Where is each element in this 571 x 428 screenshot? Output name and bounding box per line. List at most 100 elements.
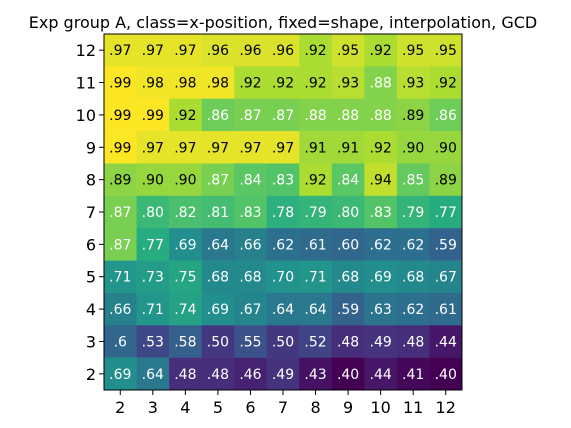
heatmap-cell bbox=[169, 325, 202, 358]
heatmap-cell bbox=[234, 34, 268, 67]
cell-value-label: .95 bbox=[435, 43, 457, 59]
heatmap-cell bbox=[104, 163, 137, 197]
heatmap-cell bbox=[266, 260, 300, 294]
heatmap-cell bbox=[266, 357, 300, 391]
cell-value-label: .71 bbox=[142, 302, 164, 318]
cell-value-label: .66 bbox=[239, 237, 261, 253]
heatmap-cell bbox=[396, 66, 430, 100]
cell-value-label: .89 bbox=[402, 108, 424, 124]
heatmap-cell bbox=[299, 195, 333, 229]
y-tick-label: 5 bbox=[86, 268, 96, 287]
y-tick-label: 7 bbox=[86, 203, 96, 222]
y-tick-label: 9 bbox=[86, 138, 96, 157]
cell-value-label: .41 bbox=[402, 367, 424, 383]
heatmap-cell bbox=[201, 357, 235, 391]
cell-value-label: .75 bbox=[174, 270, 196, 286]
cell-value-label: .61 bbox=[435, 302, 457, 318]
cell-value-label: .83 bbox=[272, 173, 294, 189]
heatmap-cell bbox=[136, 98, 170, 132]
cell-value-label: .96 bbox=[239, 43, 261, 59]
heatmap-cell bbox=[201, 195, 235, 229]
cell-value-label: .96 bbox=[207, 43, 229, 59]
y-tick-label: 2 bbox=[86, 365, 96, 384]
x-tick-label: 3 bbox=[148, 398, 158, 417]
cell-value-label: .69 bbox=[174, 237, 196, 253]
heatmap-cell bbox=[136, 260, 170, 294]
heatmap-cell bbox=[364, 325, 398, 358]
heatmap-cell bbox=[234, 325, 268, 358]
heatmap-cell bbox=[429, 357, 463, 391]
cell-value-label: .44 bbox=[435, 334, 457, 350]
cell-value-label: .59 bbox=[337, 302, 359, 318]
cell-value-label: .60 bbox=[337, 237, 359, 253]
heatmap-cell bbox=[396, 195, 430, 229]
cell-value-label: .88 bbox=[370, 108, 392, 124]
cell-value-label: .64 bbox=[207, 237, 229, 253]
heatmap-cell bbox=[104, 325, 137, 358]
cell-value-label: .52 bbox=[304, 334, 326, 350]
cell-value-label: .70 bbox=[272, 270, 294, 286]
heatmap-cell bbox=[396, 131, 430, 164]
heatmap-cell bbox=[396, 325, 430, 358]
heatmap-cell bbox=[299, 292, 333, 326]
cell-value-label: .50 bbox=[207, 334, 229, 350]
heatmap-cell bbox=[299, 163, 333, 197]
cell-value-label: .46 bbox=[239, 367, 261, 383]
heatmap-cell bbox=[364, 260, 398, 294]
heatmap-cells bbox=[104, 34, 463, 391]
heatmap-cell bbox=[234, 163, 268, 197]
cell-value-label: .85 bbox=[402, 173, 424, 189]
heatmap-cell bbox=[136, 195, 170, 229]
heatmap-cell bbox=[364, 66, 398, 100]
heatmap-cell bbox=[136, 325, 170, 358]
heatmap-cell bbox=[136, 131, 170, 164]
heatmap-cell bbox=[234, 357, 268, 391]
cell-value-label: .97 bbox=[142, 43, 164, 59]
cell-value-label: .62 bbox=[370, 237, 392, 253]
heatmap-cell bbox=[201, 260, 235, 294]
cell-value-label: .92 bbox=[304, 173, 326, 189]
cell-value-label: .87 bbox=[239, 108, 261, 124]
cell-value-label: .90 bbox=[435, 140, 457, 156]
cell-value-label: .55 bbox=[239, 334, 261, 350]
x-tick-label: 8 bbox=[310, 398, 320, 417]
cell-value-label: .88 bbox=[370, 76, 392, 92]
cell-value-label: .92 bbox=[370, 43, 392, 59]
cell-value-label: .99 bbox=[109, 76, 131, 92]
heatmap-cell bbox=[104, 34, 137, 67]
heatmap-cell bbox=[429, 98, 463, 132]
cell-value-label: .69 bbox=[207, 302, 229, 318]
heatmap-cell bbox=[331, 163, 365, 197]
cell-value-label: .81 bbox=[207, 205, 229, 221]
heatmap-cell bbox=[299, 34, 333, 67]
cell-value-label: .68 bbox=[207, 270, 229, 286]
cell-value-label: .61 bbox=[304, 237, 326, 253]
heatmap-cell bbox=[429, 34, 463, 67]
cell-value-label: .91 bbox=[304, 140, 326, 156]
heatmap-cell bbox=[234, 260, 268, 294]
heatmap-cell bbox=[169, 98, 202, 132]
cell-value-label: .79 bbox=[402, 205, 424, 221]
heatmap-cell bbox=[136, 292, 170, 326]
heatmap-cell bbox=[104, 195, 137, 229]
heatmap-cell bbox=[169, 34, 202, 67]
cell-value-label: .78 bbox=[272, 205, 294, 221]
cell-value-label: .6 bbox=[114, 334, 127, 350]
heatmap-cell bbox=[429, 325, 463, 358]
heatmap-cell bbox=[364, 292, 398, 326]
heatmap-cell bbox=[331, 357, 365, 391]
heatmap-cell bbox=[234, 98, 268, 132]
cell-value-label: .86 bbox=[207, 108, 229, 124]
heatmap-cell bbox=[234, 195, 268, 229]
heatmap-cell bbox=[169, 292, 202, 326]
cell-value-label: .97 bbox=[239, 140, 261, 156]
cell-value-label: .68 bbox=[402, 270, 424, 286]
heatmap-cell bbox=[299, 131, 333, 164]
cell-value-label: .77 bbox=[435, 205, 457, 221]
heatmap-cell bbox=[266, 98, 300, 132]
y-tick-label: 6 bbox=[86, 235, 96, 254]
cell-value-label: .67 bbox=[435, 270, 457, 286]
x-axis: 2 3 4 5 6 7 8 9 10 11 12 bbox=[115, 390, 456, 417]
heatmap-cell bbox=[429, 228, 463, 261]
heatmap-cell bbox=[104, 260, 137, 294]
